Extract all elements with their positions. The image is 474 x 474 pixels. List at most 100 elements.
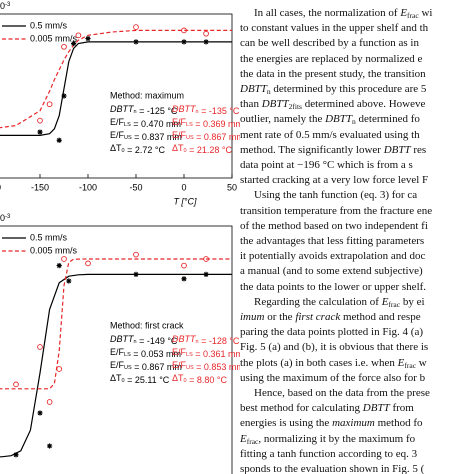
text-line: the data points to the lower or upper sh… [240, 280, 474, 295]
text-run: determined fo [355, 113, 420, 126]
text-line: ment rate of 0.5 mm/s evaluated using th [240, 128, 474, 143]
y-scale-base: 0 [0, 213, 5, 223]
y-scale-base: 0 [0, 1, 5, 11]
data-point [133, 24, 139, 30]
data-point [133, 271, 139, 277]
data-point [203, 256, 209, 262]
italic-run: E [397, 356, 405, 369]
data-point [133, 39, 139, 45]
text-line: it potentially avoids extrapolation and … [240, 249, 474, 264]
subscript: 2fits [288, 102, 302, 112]
text-run: = 2.72 °C [125, 145, 166, 155]
text-run: E/F [110, 360, 125, 370]
text-run: Regarding the calculation of [254, 295, 382, 308]
text-run: w [416, 356, 427, 369]
subscript: 0 [184, 148, 187, 154]
stat-label: ΔT0 = 8.80 °C [172, 373, 227, 385]
plot-frame [0, 225, 233, 474]
text-run: the advantages that less fitting paramet… [240, 235, 425, 248]
text-run: outlier, namely the [240, 113, 326, 126]
text-line: Using the tanh function (eq. 3) for ca [240, 188, 474, 203]
text-run: by ei [400, 295, 425, 308]
text-run: of the method based on two independent f… [240, 219, 428, 232]
text-run: method fo [374, 417, 423, 430]
data-point [56, 263, 62, 269]
text-run: , normalizing it by the maximum fo [258, 432, 416, 445]
text-line: Hence, based on the data from the prese [240, 386, 474, 401]
stat-label: ΔT0 = 25.11 °C [110, 373, 170, 385]
legend-label: 0.5 mm/s [30, 232, 68, 242]
data-point [66, 278, 72, 284]
italic-run: DBTT [383, 143, 411, 156]
annotation-box [106, 318, 230, 390]
text-line: using the maximum of the force also for … [240, 371, 474, 386]
text-run: it potentially avoids extrapolation and … [240, 250, 426, 263]
x-tick-label: -100 [79, 182, 97, 192]
subscript: frac [407, 11, 419, 20]
text-line: the energies are replaced by normalized … [240, 52, 474, 67]
italic-run: E [400, 7, 408, 19]
text-run: = -149 °C [137, 336, 178, 346]
data-point [181, 262, 187, 269]
fit-curve [0, 41, 232, 136]
data-point [203, 30, 209, 37]
y-scale-exp: -3 [5, 2, 11, 8]
text-run: E/F [172, 130, 187, 140]
italic-run: DBTT [110, 334, 135, 344]
data-point [133, 251, 139, 258]
italic-run: E [381, 295, 389, 308]
subscript: 0 [184, 378, 187, 384]
italic-run: first crack [295, 311, 341, 324]
text-run: ΔT [172, 143, 184, 153]
italic-run: DBTT [362, 402, 390, 415]
text-run: energies is using the [240, 417, 333, 430]
text-line: fitting a tanh function according to eq.… [240, 447, 474, 462]
text-run: started cracking at a very low force lev… [240, 174, 429, 187]
italic-run: DBTT [110, 104, 135, 114]
text-run: ment rate of 0.5 mm/s evaluated using th [240, 128, 420, 141]
text-run: fitting a tanh function according to eq.… [240, 447, 418, 460]
data-point [37, 344, 43, 350]
italic-run: imum [240, 311, 265, 324]
text-line: data point at −196 °C which is from a s [240, 158, 474, 173]
subscript: LS [124, 352, 131, 358]
subscript: 0 [122, 378, 125, 384]
stat-label: E/FUS = 0.867 mm [110, 360, 182, 372]
text-run: determined by this procedure are 5 [270, 83, 427, 96]
text-run: transition temperature from the fracture… [240, 204, 433, 217]
text-run: to constant values in the upper shelf an… [240, 22, 429, 35]
text-run: = 25.11 °C [125, 375, 170, 385]
text-run: = -135 °C [199, 106, 240, 116]
x-tick-label: 0 [181, 182, 186, 192]
text-run: = 8.80 °C [187, 375, 228, 385]
data-point [13, 381, 19, 388]
body-text: In all cases, the normalization of Efrac… [240, 6, 474, 474]
legend-label: 0.005 mm/s [30, 33, 78, 43]
fit-curve [0, 273, 232, 458]
subscript: US [186, 365, 194, 371]
x-tick-label: 50 [227, 182, 237, 192]
text-run: method. The significantly lower [240, 143, 384, 156]
stat-label: E/FLS = 0.369 mm [172, 117, 240, 129]
plot-frame [0, 13, 233, 179]
text-line: outlier, namely the DBTTn determined fo [240, 112, 474, 127]
text-run: = 0.369 mm [193, 119, 240, 129]
text-run: res [410, 143, 427, 156]
text-line: the data in the present study, the trans… [240, 67, 474, 82]
subscript: n [134, 109, 137, 115]
subscript: n [196, 339, 199, 345]
x-axis-label: T [°C] [173, 196, 197, 206]
fit-curve [0, 29, 232, 129]
data-point [37, 129, 43, 135]
x-tick-label: -200 [0, 182, 1, 192]
text-run: = 0.361 mm [193, 349, 240, 359]
text-line: than DBTT2fits determined above. Howeve [240, 97, 474, 112]
subscript: n [352, 117, 356, 127]
subscript: US [124, 365, 132, 371]
fit-curve [0, 258, 232, 390]
data-point [181, 27, 187, 34]
subscript: LS [124, 122, 131, 128]
y-scale-label: 0-3 [0, 1, 11, 11]
italic-run: DBTT [240, 83, 267, 96]
data-point [203, 271, 209, 277]
